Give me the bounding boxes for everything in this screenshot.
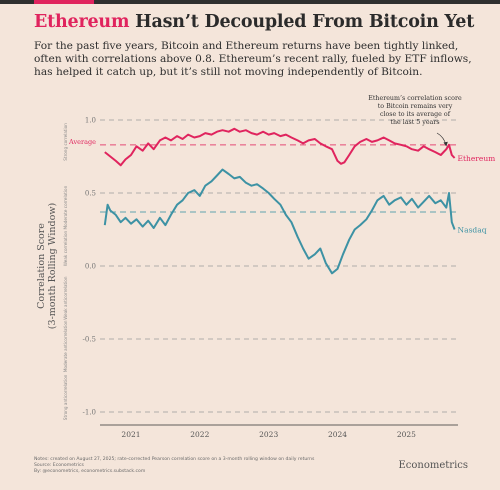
band-label-weak-anticorrelation: Weak anticorrelation [63,276,68,320]
band-labels: Strong correlation Moderate correlation We… [63,123,68,420]
y-axis-label: Correlation Score(3-month Rolling Window… [36,203,58,329]
title-highlight: Ethereum [34,12,130,32]
series-line-nasdaq [103,168,456,275]
brand-label: Econometrics [398,460,468,471]
footer-note-2: By: @econometrics, econometrics.substack… [34,469,146,475]
y-tick-labels: 1.0 0.5 0.0 -0.5 -1.0 [83,117,97,417]
band-label-moderate-correlation: Moderate correlation [63,185,68,229]
y-axis-label-line: Correlation Score [36,223,47,309]
series-label-nasdaq: Nasdaq [458,226,487,235]
y-tick-label: -1.0 [83,409,97,417]
gridlines [100,119,458,413]
series-labels: Ethereum Nasdaq [458,154,496,235]
band-label-strong-anticorrelation: Strong anticorrelation [63,374,68,420]
y-tick-label: 0.5 [85,190,96,198]
annotation-arrowhead [443,141,448,147]
x-tick-label: 2021 [121,430,140,439]
y-tick-label: 0.0 [85,263,96,271]
x-tick-label: 2022 [190,430,209,439]
annotation-line: close to its average of [380,111,451,118]
band-label-weak-correlation: Weak correlation [63,231,68,267]
y-axis-label-line: (3-month Rolling Window) [47,203,58,329]
average-lines: Average [68,138,458,213]
series-label-ethereum: Ethereum [458,154,496,163]
average-label: Average [68,138,96,146]
series-line-ethereum [104,127,456,167]
footer-notes: Notes: created on August 27, 2025; rate-… [34,457,334,476]
annotation-line: the last 5 years [390,119,439,126]
x-tick-label: 2023 [259,430,278,439]
page-title: Ethereum Hasn’t Decoupled From Bitcoin Y… [34,12,484,32]
y-tick-label: -0.5 [83,336,97,344]
annotation-line: to Bitcoin remains very [378,103,453,110]
series-lines [103,127,456,275]
x-tick-label: 2024 [328,430,347,439]
page-subtitle: For the past five years, Bitcoin and Eth… [34,40,472,79]
y-tick-label: 1.0 [85,117,96,125]
x-tick-label: 2025 [397,430,416,439]
top-rule [0,0,500,4]
footer-note-1: Source: Econometrics [34,463,84,469]
band-label-strong-correlation: Strong correlation [63,123,68,161]
band-label-moderate-anticorrelation: Moderate anticorrelation [63,320,68,372]
annotation-line: Ethereum’s correlation score [368,95,462,102]
footer-note-0: Notes: created on August 27, 2025; rate-… [34,457,315,462]
x-tick-labels: 2021 2022 2023 2024 2025 [121,430,416,439]
top-rule-accent [34,0,94,4]
title-rest: Hasn’t Decoupled From Bitcoin Yet [129,12,475,32]
